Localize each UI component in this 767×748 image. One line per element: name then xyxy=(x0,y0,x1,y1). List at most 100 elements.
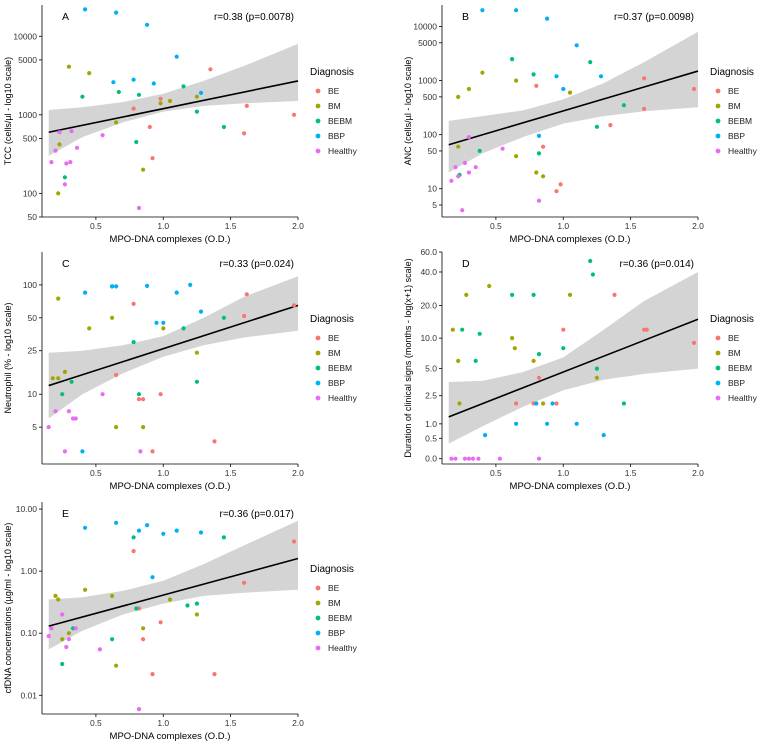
x-tick-label: 0.5 xyxy=(90,718,102,728)
legend-swatch xyxy=(715,133,721,139)
data-point xyxy=(291,303,297,308)
y-tick-label: 10 xyxy=(28,389,38,399)
chart-svg: 0.5 1.0 1.5 2.0 5 10 25 50 100 MPO-DNA complexes … xyxy=(3,252,358,492)
data-point xyxy=(46,634,51,639)
data-point xyxy=(64,161,69,166)
data-point xyxy=(158,101,163,106)
data-point xyxy=(87,326,92,331)
legend-label: BE xyxy=(328,86,340,96)
correlation-annotation: r=0.37 (p=0.0098) xyxy=(614,12,694,23)
y-tick-label: 100 xyxy=(423,130,437,140)
panel-letter: C xyxy=(62,258,70,270)
data-point xyxy=(56,191,61,196)
data-point xyxy=(550,401,555,406)
data-point xyxy=(198,530,204,535)
data-point xyxy=(136,397,142,402)
data-point xyxy=(510,292,515,297)
data-point xyxy=(534,401,539,406)
x-axis-label: MPO-DNA complexes (O.D.) xyxy=(510,481,631,492)
y-axis-label: Duration of clinical signs (months - log… xyxy=(403,258,413,457)
data-point xyxy=(56,597,61,602)
panel-letter: B xyxy=(462,11,469,23)
data-point xyxy=(131,77,136,82)
data-point xyxy=(150,575,155,580)
data-point xyxy=(110,315,115,320)
data-point xyxy=(514,154,519,159)
x-tick-label: 1.0 xyxy=(157,718,169,728)
data-point xyxy=(62,369,67,374)
data-point xyxy=(134,139,139,145)
data-point xyxy=(136,392,142,397)
data-point xyxy=(514,421,519,426)
data-point xyxy=(574,43,579,48)
y-tick-label: 50 xyxy=(28,313,38,323)
data-point xyxy=(150,449,155,454)
legend-swatch xyxy=(315,350,321,356)
data-point xyxy=(480,70,485,75)
data-point xyxy=(66,409,71,414)
legend-swatch xyxy=(315,133,321,139)
data-point xyxy=(221,535,226,540)
data-point xyxy=(60,612,65,617)
data-point xyxy=(150,156,155,161)
data-point xyxy=(453,165,458,170)
data-point xyxy=(594,124,599,129)
data-point xyxy=(531,358,536,363)
y-tick-label: 5000 xyxy=(18,55,37,65)
data-point xyxy=(174,528,179,533)
y-tick-label: 10.0 xyxy=(420,333,437,343)
data-point xyxy=(114,120,119,125)
data-point xyxy=(642,106,647,111)
chart-svg: 0.5 1.0 1.5 2.0 0.0 0.5 1.0 2.5 5.0 10.0 20.0 40.0 6… xyxy=(403,247,758,492)
y-tick-label: 5 xyxy=(432,200,437,210)
y-tick-label: 500 xyxy=(423,92,437,102)
data-point xyxy=(466,135,471,140)
data-point xyxy=(561,327,566,332)
y-tick-label: 100 xyxy=(23,280,37,290)
data-point xyxy=(291,539,297,544)
x-tick-label: 1.5 xyxy=(225,718,237,728)
data-point xyxy=(497,456,502,461)
data-point xyxy=(462,456,467,461)
data-point xyxy=(554,401,559,406)
data-point xyxy=(567,292,573,297)
y-axis-label: TCC (cells/µl - log10 scale) xyxy=(3,57,13,165)
data-point xyxy=(194,612,199,617)
data-point xyxy=(601,433,606,438)
data-point xyxy=(141,167,146,172)
data-point xyxy=(69,379,74,384)
data-point xyxy=(141,397,146,402)
y-tick-label: 20.0 xyxy=(420,301,437,311)
data-point xyxy=(536,456,542,461)
panel-b: 0.5 1.0 1.5 2.0 5 10 50 100 500 1000 5000 10000 MPO-… xyxy=(400,0,767,250)
data-point xyxy=(114,663,119,668)
x-tick-label: 0.5 xyxy=(490,468,502,478)
data-point xyxy=(514,78,519,83)
legend-swatch xyxy=(315,148,321,154)
legend-swatch xyxy=(315,88,321,94)
legend-label: Healthy xyxy=(328,393,358,403)
data-point xyxy=(46,425,51,430)
data-point xyxy=(62,182,67,187)
data-point xyxy=(49,160,54,165)
legend-swatch xyxy=(315,335,321,341)
data-point xyxy=(477,148,482,153)
data-point xyxy=(644,327,649,332)
data-point xyxy=(450,327,455,332)
legend-swatch xyxy=(715,335,721,341)
legend-title: Diagnosis xyxy=(310,314,354,325)
data-point xyxy=(531,292,536,297)
confidence-band xyxy=(48,43,299,156)
data-point xyxy=(114,520,119,525)
data-point xyxy=(470,456,476,461)
x-tick-label: 2.0 xyxy=(692,468,704,478)
correlation-annotation: r=0.36 (p=0.014) xyxy=(620,259,695,270)
data-point xyxy=(221,315,226,320)
legend-swatch xyxy=(315,585,321,591)
data-point xyxy=(541,174,546,179)
data-point xyxy=(541,401,546,406)
data-point xyxy=(136,205,142,211)
data-point xyxy=(208,67,213,72)
